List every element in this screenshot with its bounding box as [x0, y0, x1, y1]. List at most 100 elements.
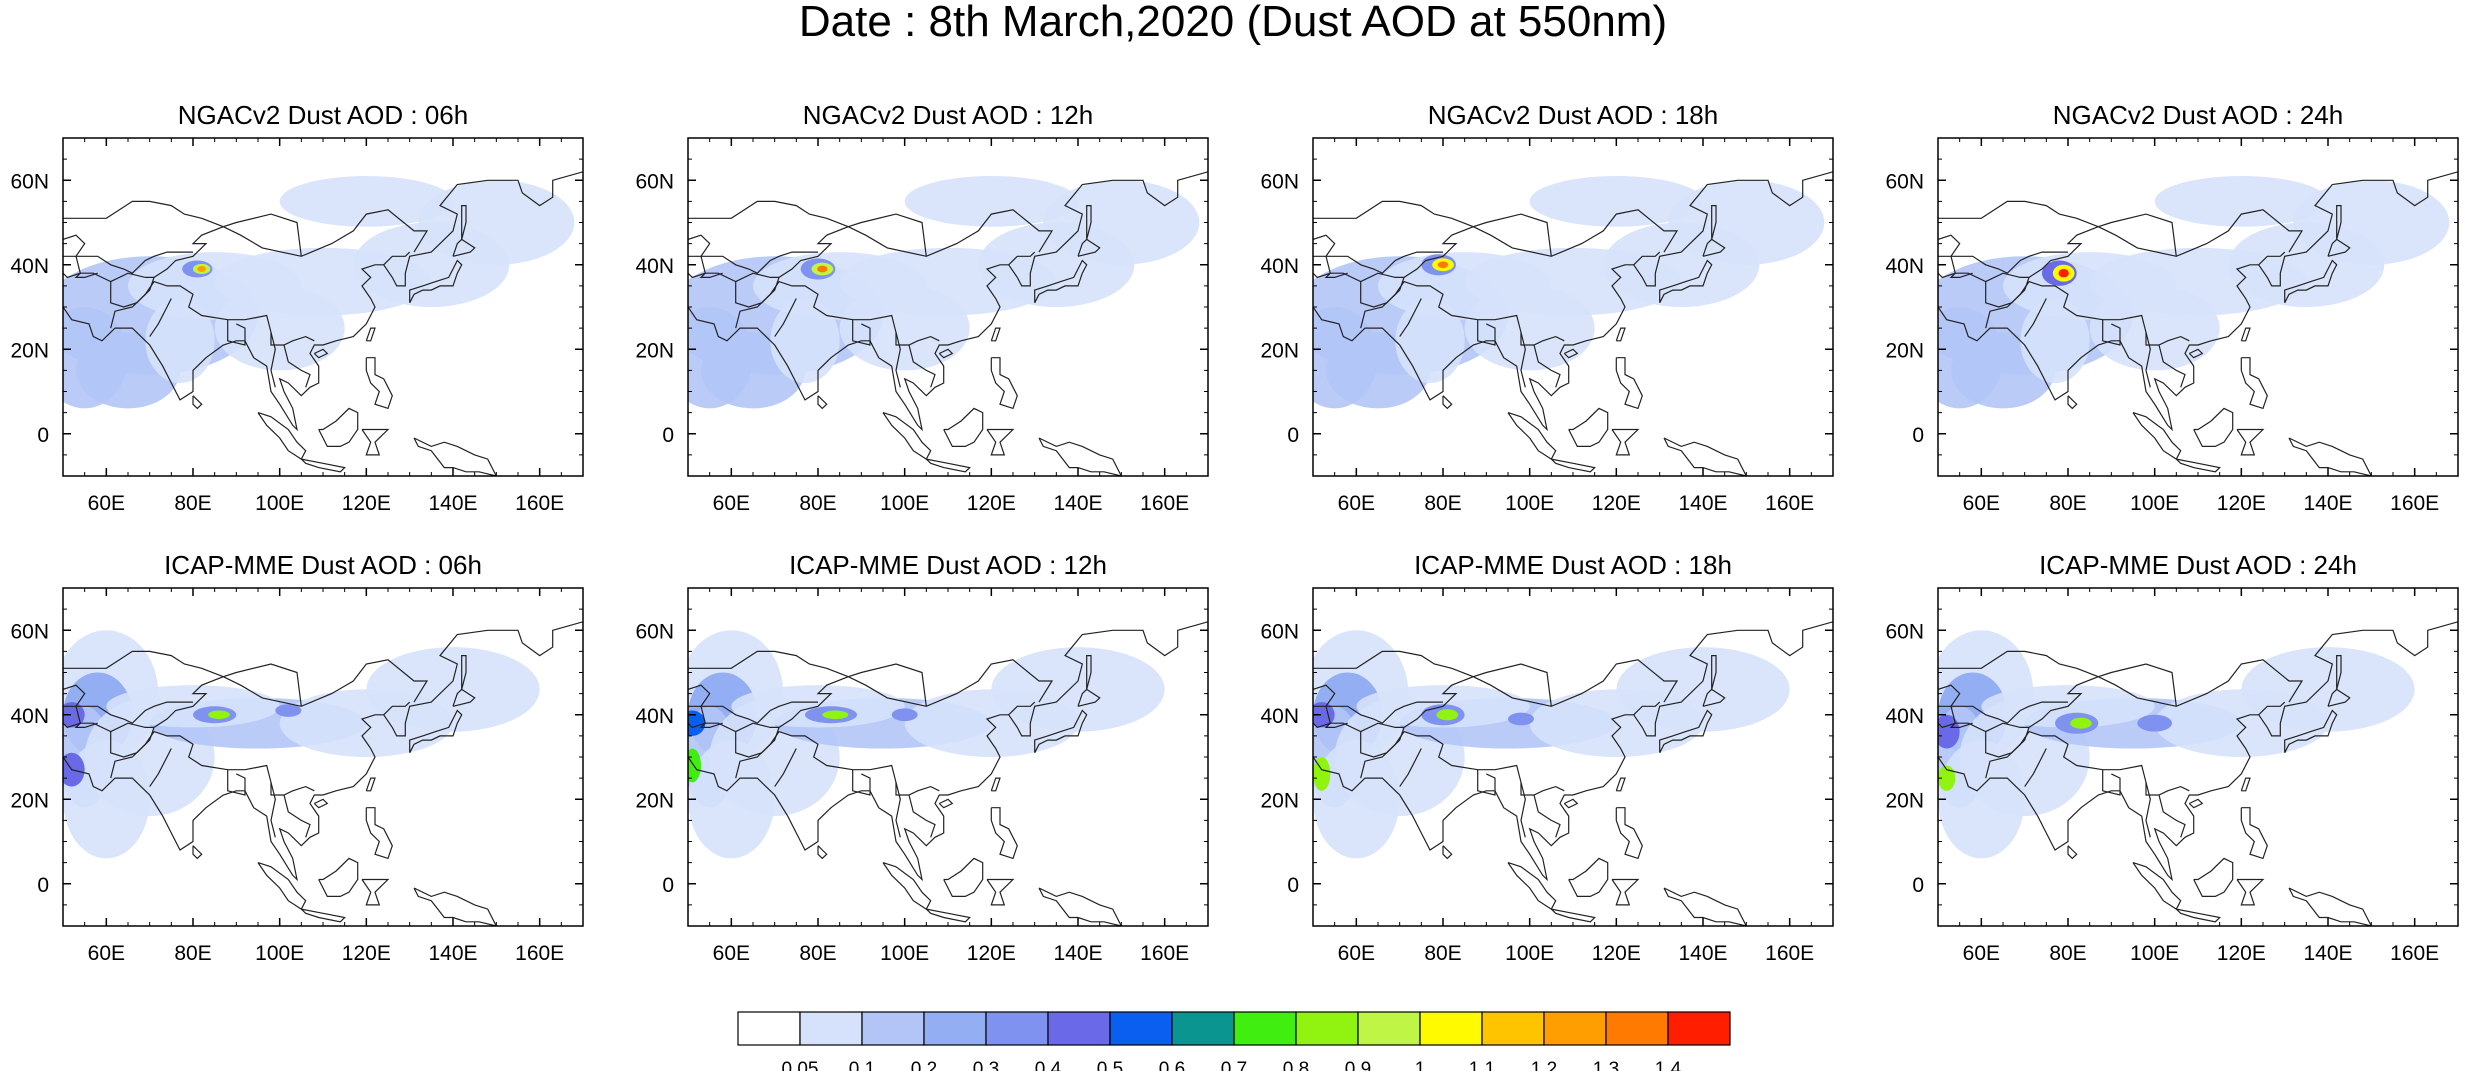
y-tick-label: 60N — [1260, 170, 1299, 193]
aod-blob — [688, 710, 706, 736]
colorbar: 0.05 0.1 0.2 0.3 0.4 0.5 0.6 0.7 0.8 0.9 1 1.1 1.2 1.… — [737, 1011, 1731, 1071]
x-tick-label: 80E — [799, 492, 836, 515]
colorbar-swatch — [799, 1011, 863, 1046]
x-tick-label: 160E — [1140, 492, 1189, 515]
x-tick-label: 100E — [880, 492, 929, 515]
aod-blob — [839, 285, 970, 371]
coastlines — [1938, 171, 2458, 476]
x-tick-label: 120E — [342, 942, 391, 965]
aod-field — [63, 588, 583, 926]
x-tick-label: 60E — [88, 492, 125, 515]
panel-title: ICAP-MME Dust AOD : 06h — [164, 550, 482, 580]
aod-blob — [1616, 647, 1790, 732]
map-panel-8: ICAP-MME Dust AOD : 24h 60E 80E 100E 120E 140… — [1885, 550, 2459, 965]
y-tick-label: 20N — [10, 789, 49, 812]
aod-blob — [2241, 647, 2415, 732]
panel-title: ICAP-MME Dust AOD : 24h — [2039, 550, 2357, 580]
y-tick-label: 0 — [1287, 874, 1299, 897]
panel-title: NGACv2 Dust AOD : 18h — [1428, 100, 1718, 130]
aod-blob — [817, 265, 828, 273]
x-tick-label: 100E — [2130, 942, 2179, 965]
x-tick-label: 140E — [2303, 942, 2352, 965]
colorbar-swatch — [1357, 1011, 1421, 1046]
colorbar-swatch — [1419, 1011, 1483, 1046]
colorbar-swatch — [985, 1011, 1049, 1046]
x-tick-label: 160E — [1765, 492, 1814, 515]
y-tick-label: 20N — [1260, 789, 1299, 812]
colorbar-label: 1.2 — [1531, 1059, 1557, 1071]
aod-blob — [822, 710, 849, 719]
y-tick-label: 60N — [1260, 620, 1299, 643]
x-tick-label: 60E — [1963, 942, 2000, 965]
colorbar-label: 0.6 — [1159, 1059, 1185, 1071]
x-tick-label: 80E — [174, 492, 211, 515]
x-tick-label: 60E — [1963, 492, 2000, 515]
aod-blob — [1529, 176, 1704, 227]
aod-blob — [1508, 712, 1534, 726]
x-tick-label: 160E — [1140, 942, 1189, 965]
y-tick-label: 0 — [1912, 874, 1924, 897]
colorbar-label: 0.8 — [1283, 1059, 1309, 1071]
colorbar-label: 1.1 — [1469, 1059, 1495, 1071]
x-tick-label: 80E — [1424, 942, 1461, 965]
aod-blob — [1313, 757, 1331, 791]
aod-blob — [1938, 740, 2025, 859]
colorbar-swatch — [1667, 1011, 1731, 1046]
map-panel-5: ICAP-MME Dust AOD : 06h 60E 80E 100E 120E 140… — [10, 550, 584, 965]
map-panel-1: NGACv2 Dust AOD : 06h 60E 80E 100E 120E 140E 1… — [10, 100, 584, 515]
colorbar-label: 1.4 — [1655, 1059, 1682, 1071]
y-tick-label: 20N — [1885, 339, 1924, 362]
x-tick-label: 100E — [1505, 492, 1554, 515]
x-tick-label: 140E — [1053, 492, 1102, 515]
aod-blob — [2154, 176, 2328, 227]
colorbar-swatch — [923, 1011, 987, 1046]
x-tick-label: 60E — [1338, 492, 1375, 515]
aod-field — [1938, 588, 2458, 926]
aod-blob — [1938, 765, 1956, 791]
y-tick-label: 20N — [1260, 339, 1299, 362]
x-tick-label: 80E — [2049, 942, 2086, 965]
panel-title: NGACv2 Dust AOD : 24h — [2053, 100, 2343, 130]
coastlines — [63, 621, 583, 926]
aod-blob — [197, 266, 207, 272]
y-tick-label: 0 — [37, 874, 49, 897]
x-tick-label: 80E — [174, 942, 211, 965]
y-tick-label: 60N — [10, 170, 49, 193]
y-tick-label: 40N — [1260, 255, 1299, 278]
x-tick-label: 100E — [2130, 492, 2179, 515]
y-tick-label: 20N — [635, 789, 674, 812]
aod-blob — [688, 740, 775, 859]
colorbar-label: 0.1 — [849, 1059, 875, 1071]
panel-title: NGACv2 Dust AOD : 06h — [178, 100, 468, 130]
aod-blob — [2070, 717, 2092, 729]
x-tick-label: 160E — [2390, 942, 2439, 965]
y-tick-label: 0 — [1912, 424, 1924, 447]
x-tick-label: 140E — [1678, 942, 1727, 965]
aod-field — [688, 138, 1208, 476]
colorbar-label: 0.3 — [973, 1059, 999, 1071]
aod-blob — [63, 740, 150, 859]
colorbar-swatch — [1481, 1011, 1545, 1046]
colorbar-swatch — [1295, 1011, 1359, 1046]
x-tick-label: 80E — [1424, 492, 1461, 515]
colorbar-label: 1 — [1415, 1059, 1426, 1071]
colorbar-label: 0.2 — [911, 1059, 937, 1071]
x-tick-label: 80E — [2049, 492, 2086, 515]
x-tick-label: 160E — [515, 942, 564, 965]
x-tick-label: 120E — [2217, 492, 2266, 515]
colorbar-swatch — [1171, 1011, 1235, 1046]
y-tick-label: 20N — [1885, 789, 1924, 812]
y-tick-label: 60N — [10, 620, 49, 643]
colorbar-label: 0.05 — [782, 1059, 819, 1071]
colorbar-label: 1.3 — [1593, 1059, 1619, 1071]
map-panel-2: NGACv2 Dust AOD : 12h 60E 80E 100E 120E 140E 1… — [635, 100, 1209, 515]
map-panel-3: NGACv2 Dust AOD : 18h 60E 80E 100E 120E 140E 1… — [1260, 100, 1834, 515]
x-tick-label: 160E — [515, 492, 564, 515]
colorbar-swatch — [1109, 1011, 1173, 1046]
x-tick-label: 140E — [2303, 492, 2352, 515]
aod-blob — [366, 647, 540, 732]
x-tick-label: 140E — [428, 492, 477, 515]
panel-title: NGACv2 Dust AOD : 12h — [803, 100, 1093, 130]
aod-blob — [1395, 298, 1465, 384]
y-tick-label: 20N — [635, 339, 674, 362]
